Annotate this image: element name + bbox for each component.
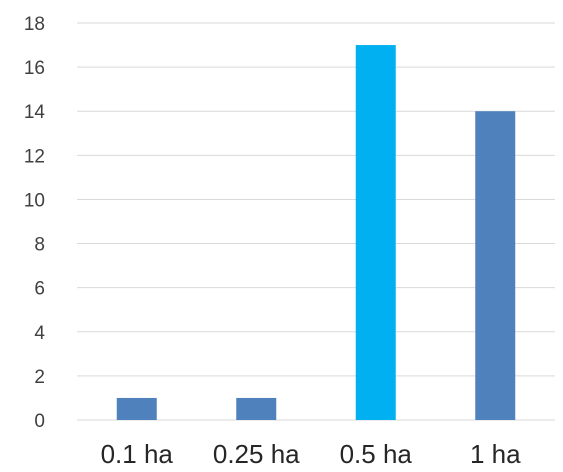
x-category-label: 0.5 ha: [340, 439, 413, 469]
y-tick-label: 8: [34, 235, 45, 256]
y-tick-label: 14: [24, 102, 46, 123]
x-axis-category-labels: 0.1 ha 0.25 ha 0.5 ha 1 ha: [101, 439, 521, 469]
bars: [116, 45, 516, 421]
bar-0-25-ha: [236, 397, 277, 420]
y-axis-tick-labels: 0 2 4 6 8 10 12 14 16 18: [24, 14, 46, 432]
bar-0-5-ha: [355, 45, 396, 421]
y-tick-label: 16: [24, 58, 45, 79]
y-tick-label: 0: [34, 411, 45, 432]
y-tick-label: 4: [34, 323, 45, 344]
y-tick-label: 10: [24, 190, 45, 211]
y-tick-label: 2: [34, 367, 45, 388]
bar-0-1-ha: [116, 397, 157, 420]
y-tick-label: 12: [24, 146, 45, 167]
x-category-label: 0.1 ha: [101, 439, 174, 469]
y-tick-label: 18: [24, 14, 45, 35]
gridlines: [77, 22, 555, 421]
y-tick-label: 6: [34, 279, 45, 300]
bar-1-ha: [475, 111, 516, 420]
x-category-label: 0.25 ha: [213, 439, 300, 469]
x-category-label: 1 ha: [470, 439, 521, 469]
